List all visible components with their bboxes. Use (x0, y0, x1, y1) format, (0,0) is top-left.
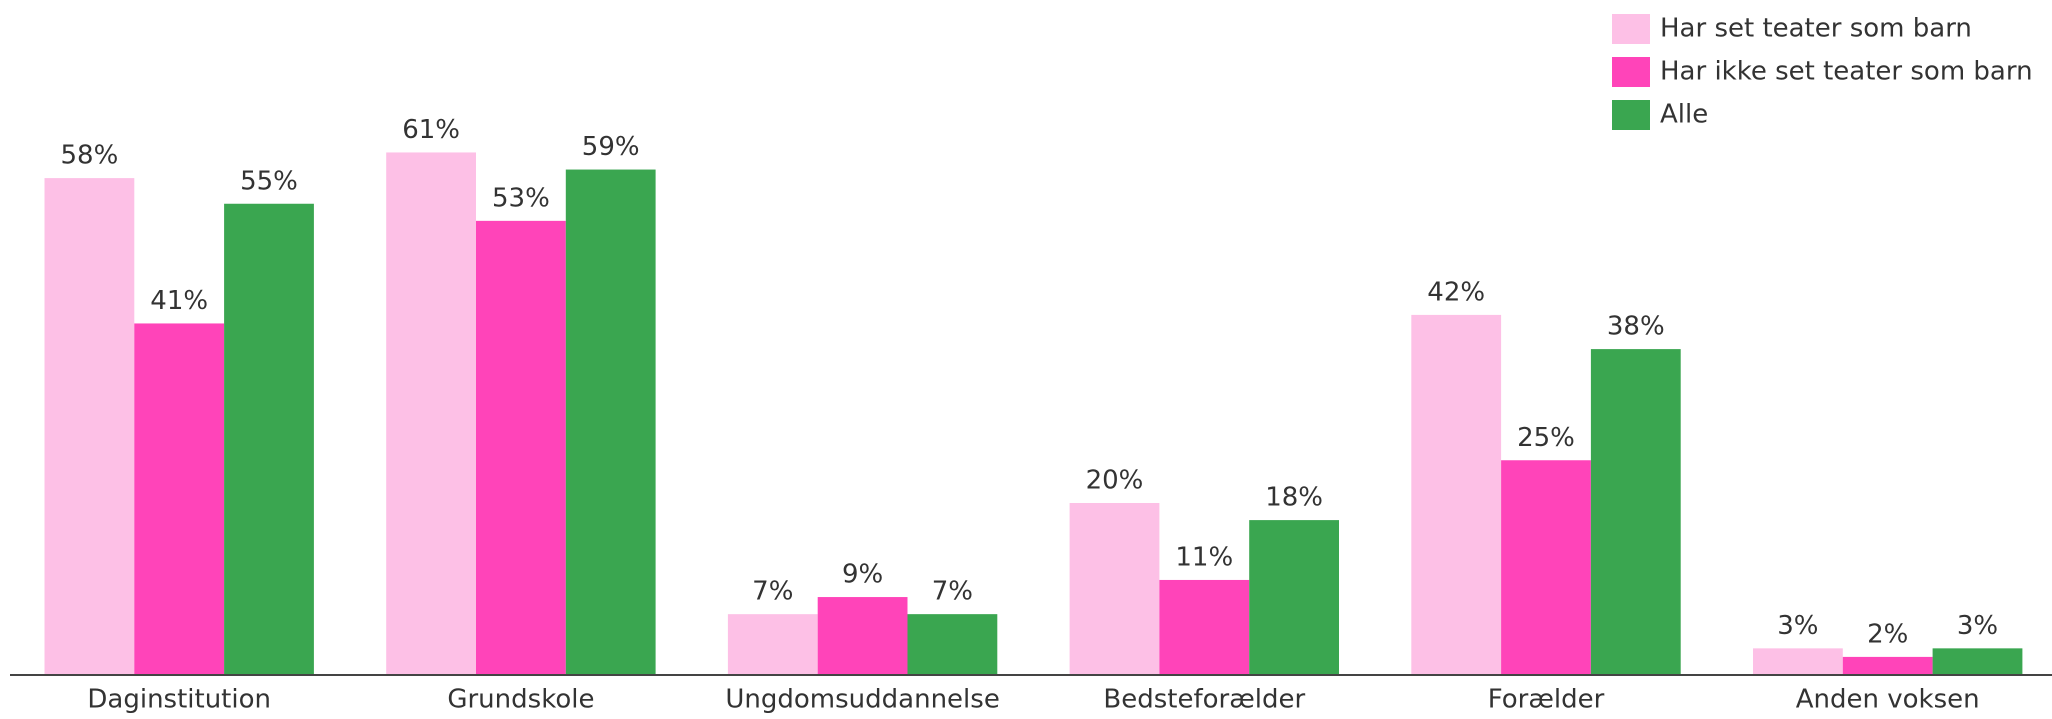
value-label: 7% (932, 577, 973, 607)
bar (565, 169, 656, 675)
x-tick-label: Grundskole (447, 685, 594, 715)
x-tick-label: Forælder (1488, 685, 1605, 715)
bar (1590, 349, 1681, 674)
x-tick-label: Bedsteforælder (1103, 685, 1305, 715)
value-label: 53% (492, 183, 550, 213)
bar (1411, 314, 1502, 674)
bar (817, 597, 908, 674)
bar (476, 220, 566, 674)
value-label: 42% (1427, 277, 1485, 307)
value-label: 20% (1086, 466, 1144, 496)
value-label: 2% (1867, 619, 1908, 649)
legend-label: Har ikke set teater som barn (1660, 57, 2033, 87)
bar (386, 152, 476, 674)
bar (1932, 648, 2023, 674)
value-label: 18% (1265, 483, 1323, 513)
legend-swatch (1612, 14, 1650, 44)
bar (44, 178, 135, 674)
bar (907, 614, 998, 674)
legend-swatch (1612, 57, 1650, 87)
value-label: 61% (402, 115, 460, 145)
value-label: 3% (1957, 611, 1998, 641)
bar (1159, 579, 1250, 674)
value-label: 41% (150, 286, 208, 316)
bar (1842, 656, 1933, 674)
legend-label: Alle (1660, 100, 1708, 130)
value-label: 3% (1777, 611, 1818, 641)
value-label: 9% (842, 560, 883, 590)
value-label: 59% (582, 132, 640, 162)
bar (1753, 648, 1843, 674)
x-tick-label: Daginstitution (87, 685, 271, 715)
bar (134, 323, 225, 674)
x-tick-label: Anden voksen (1796, 685, 1980, 715)
value-label: 38% (1607, 312, 1665, 342)
bar (1501, 460, 1591, 674)
value-label: 58% (61, 141, 119, 171)
value-label: 55% (240, 166, 298, 196)
bar (224, 203, 314, 674)
bar (1069, 503, 1160, 674)
value-label: 25% (1517, 423, 1575, 453)
legend-swatch (1612, 100, 1650, 130)
x-tick-label: Ungdomsuddannelse (725, 685, 999, 715)
bar (727, 614, 818, 674)
legend-label: Har set teater som barn (1660, 14, 1972, 44)
value-label: 7% (752, 577, 793, 607)
bar (1249, 520, 1339, 674)
value-label: 11% (1175, 542, 1233, 572)
